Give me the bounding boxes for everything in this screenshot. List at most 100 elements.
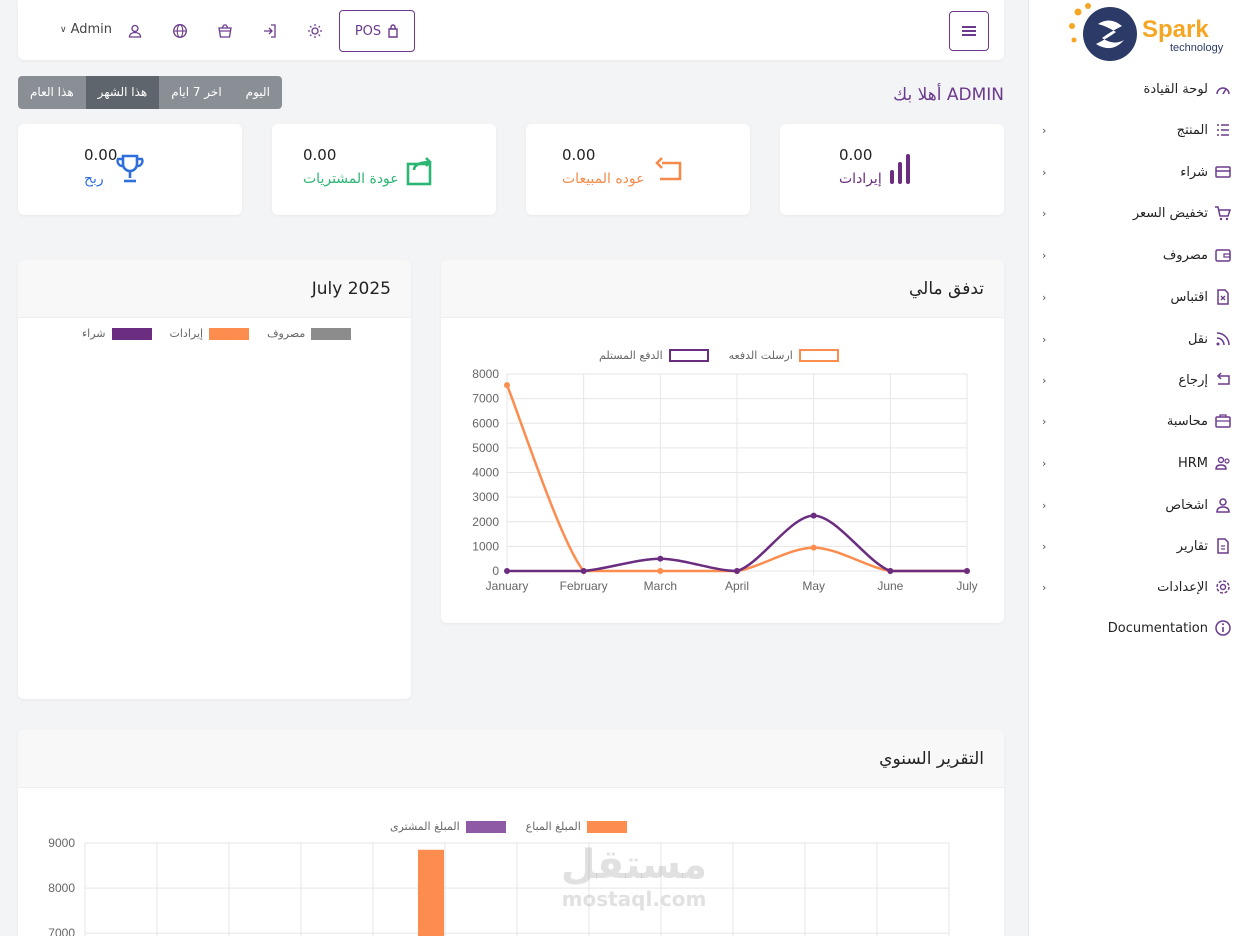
welcome-heading: أهلا بك ADMIN	[893, 85, 1004, 105]
card-icon	[1214, 163, 1232, 181]
watermark-latin: mostaql.com	[561, 887, 707, 911]
legend-swatch-received	[668, 349, 709, 362]
sidebar-item-8[interactable]: محاسبة ‹	[1040, 409, 1232, 433]
chevron-left-icon: ‹	[1042, 166, 1047, 179]
store-button[interactable]	[216, 22, 234, 40]
legend-swatch-expense	[311, 327, 352, 340]
globe-icon	[173, 24, 187, 38]
legend-label-sent[interactable]: ارسلت الدفعه	[728, 349, 793, 362]
document-icon	[1214, 537, 1232, 555]
sidebar-item-0[interactable]: لوحة القيادة	[1040, 77, 1232, 101]
sidebar-item-4[interactable]: مصروف ‹	[1040, 243, 1232, 267]
x-tick-label: April	[725, 579, 749, 593]
legend-swatch-bought	[465, 820, 506, 833]
pos-button[interactable]: POS	[339, 10, 415, 52]
y-tick-label: 1000	[472, 539, 499, 553]
chevron-left-icon: ‹	[1042, 291, 1047, 304]
list-icon	[1214, 121, 1232, 139]
sign-in-icon	[264, 24, 276, 38]
sidebar-item-label: شراء	[1180, 164, 1208, 180]
chevron-down-icon: ∨	[60, 24, 67, 35]
watermark: مستقل mostaql.com	[554, 842, 714, 910]
data-point	[810, 544, 817, 551]
filter-today[interactable]: اليوم	[233, 76, 282, 109]
filter-year[interactable]: هذا العام	[18, 76, 86, 109]
y-tick-label: 3000	[472, 490, 499, 504]
legend-label-sold[interactable]: المبلغ المباع	[525, 820, 581, 833]
legend-label-expense[interactable]: مصروف	[267, 327, 306, 340]
sidebar-item-label: اقتباس	[1170, 289, 1208, 305]
sidebar-item-label: نقل	[1187, 331, 1208, 347]
stat-label: عودة المشتريات	[303, 171, 399, 187]
x-tick-label: January	[486, 579, 529, 593]
data-point	[964, 568, 970, 574]
file-x-icon	[1214, 288, 1232, 306]
sidebar-item-9[interactable]: HRM ‹	[1040, 451, 1232, 475]
topbar: POS ∨ Admin	[18, 0, 1004, 60]
theme-toggle-button[interactable]	[306, 22, 324, 40]
legend-label-revenue[interactable]: إيرادات	[169, 327, 204, 340]
chevron-left-icon: ‹	[1042, 499, 1047, 512]
sidebar-item-7[interactable]: إرجاع ‹	[1040, 368, 1232, 392]
sidebar-item-label: المنتج	[1176, 122, 1208, 138]
panel-title: التقرير السنوي	[879, 749, 984, 769]
sidebar-item-1[interactable]: المنتج ‹	[1040, 118, 1232, 142]
sidebar	[1028, 0, 1259, 936]
data-point	[657, 555, 664, 562]
watermark-arabic: مستقل	[560, 842, 708, 888]
sidebar-item-2[interactable]: شراء ‹	[1040, 160, 1232, 184]
filter-7-days[interactable]: اخر 7 ايام	[159, 76, 234, 109]
gear-icon	[1214, 578, 1232, 596]
sidebar-item-label: محاسبة	[1166, 413, 1208, 429]
rss-icon	[1214, 330, 1232, 348]
yearly-report-panel: التقرير السنوي المبلغ المباع المبلغ المش…	[18, 730, 1004, 936]
return-icon	[1214, 371, 1232, 389]
sidebar-item-label: لوحة القيادة	[1143, 81, 1208, 97]
stat-card-sales-return: 0.00 عوده المبيعات	[526, 124, 750, 215]
users-icon	[1214, 454, 1232, 472]
legend-swatch-sold	[586, 820, 627, 833]
x-tick-label: June	[877, 579, 903, 593]
hamburger-icon	[962, 26, 976, 36]
sidebar-item-6[interactable]: نقل ‹	[1040, 327, 1232, 351]
chevron-left-icon: ‹	[1042, 415, 1047, 428]
user-menu[interactable]: ∨ Admin	[60, 22, 112, 37]
sidebar-item-label: تخفيض السعر	[1132, 205, 1208, 221]
data-point	[504, 382, 510, 389]
sidebar-item-label: تقارير	[1176, 538, 1208, 554]
brand-logo[interactable]: Spark technology	[1066, 2, 1226, 66]
data-point	[887, 568, 894, 574]
sidebar-item-5[interactable]: اقتباس ‹	[1040, 285, 1232, 309]
trophy-icon	[116, 154, 144, 183]
profile-button[interactable]	[126, 22, 144, 40]
y-tick-label: 7000	[472, 392, 499, 406]
legend-label-bought[interactable]: المبلغ المشترى	[390, 820, 460, 833]
menu-toggle-button[interactable]	[949, 11, 989, 51]
filter-month[interactable]: هذا الشهر	[85, 76, 160, 109]
legend-label-received[interactable]: الدفع المستلم	[599, 349, 663, 362]
info-icon	[1214, 619, 1232, 637]
cart-icon	[1214, 204, 1232, 222]
sidebar-item-13[interactable]: Documentation	[1040, 616, 1232, 640]
y-tick-label: 5000	[472, 441, 499, 455]
stat-value: 0.00	[839, 146, 873, 164]
data-point	[580, 568, 587, 574]
bar-chart-icon	[890, 154, 910, 184]
chevron-left-icon: ‹	[1042, 457, 1047, 470]
language-button[interactable]	[171, 22, 189, 40]
y-tick-label: 6000	[472, 416, 499, 430]
sidebar-item-12[interactable]: الإعدادات ‹	[1040, 575, 1232, 599]
panel-header: التقرير السنوي	[18, 730, 1004, 788]
sidebar-item-11[interactable]: تقارير ‹	[1040, 534, 1232, 558]
sidebar-item-label: مصروف	[1162, 247, 1208, 263]
login-button[interactable]	[261, 22, 279, 40]
y-tick-label: 2000	[472, 515, 499, 529]
legend-label-purchase[interactable]: شراء	[82, 327, 106, 340]
legend-swatch-sent	[798, 349, 839, 362]
monthly-legend: مصروف إيرادات شراء	[82, 327, 352, 340]
sidebar-item-10[interactable]: اشخاص ‹	[1040, 493, 1232, 517]
sidebar-item-3[interactable]: تخفيض السعر ‹	[1040, 201, 1232, 225]
cashflow-line-chart: 0 1000 2000 3000 4000 5000 6000 7000 8000 January…	[472, 367, 977, 593]
logo-mark	[1069, 3, 1137, 61]
chevron-left-icon: ‹	[1042, 374, 1047, 387]
